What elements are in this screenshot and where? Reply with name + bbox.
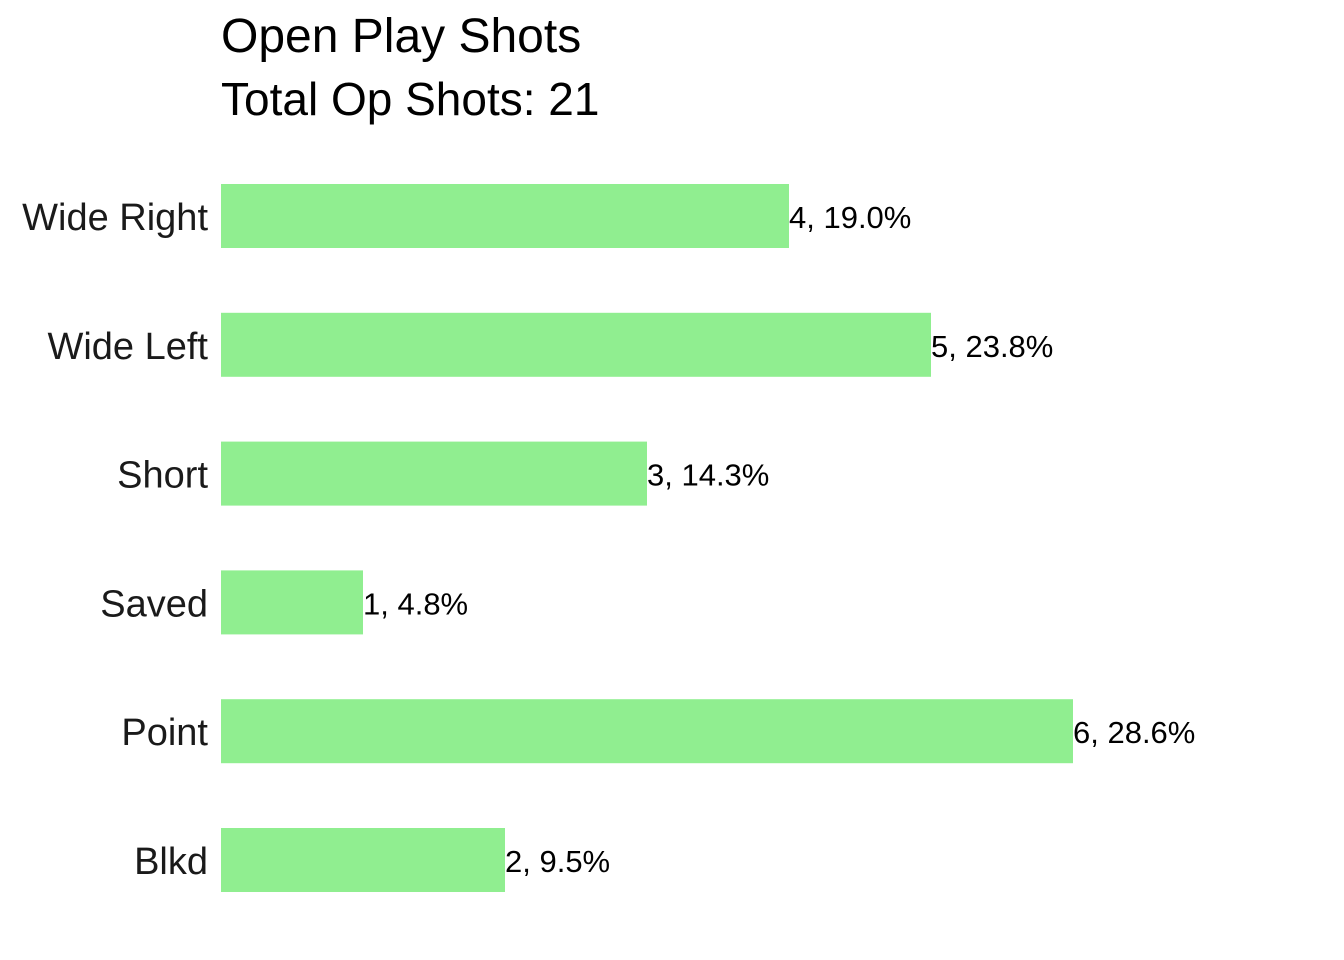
chart-title: Open Play Shots	[221, 10, 582, 63]
category-label: Blkd	[134, 841, 208, 883]
bar-blkd	[221, 828, 505, 892]
category-label: Wide Right	[22, 197, 208, 239]
bar-point	[221, 699, 1073, 764]
bar-wide-left	[221, 312, 931, 377]
category-label: Short	[117, 455, 208, 497]
bar-short	[221, 441, 647, 506]
data-label: 4, 19.0%	[789, 200, 911, 235]
category-label: Point	[121, 712, 208, 754]
data-label: 3, 14.3%	[647, 458, 769, 493]
data-label: 2, 9.5%	[505, 844, 610, 879]
category-label: Saved	[100, 583, 208, 625]
bar-wide-right	[221, 184, 789, 248]
chart-subtitle: Total Op Shots: 21	[221, 73, 600, 125]
data-label: 5, 23.8%	[931, 329, 1053, 364]
category-label: Wide Left	[47, 326, 208, 368]
data-label: 1, 4.8%	[363, 586, 468, 621]
bar-saved	[221, 570, 363, 635]
data-label: 6, 28.6%	[1073, 715, 1195, 750]
